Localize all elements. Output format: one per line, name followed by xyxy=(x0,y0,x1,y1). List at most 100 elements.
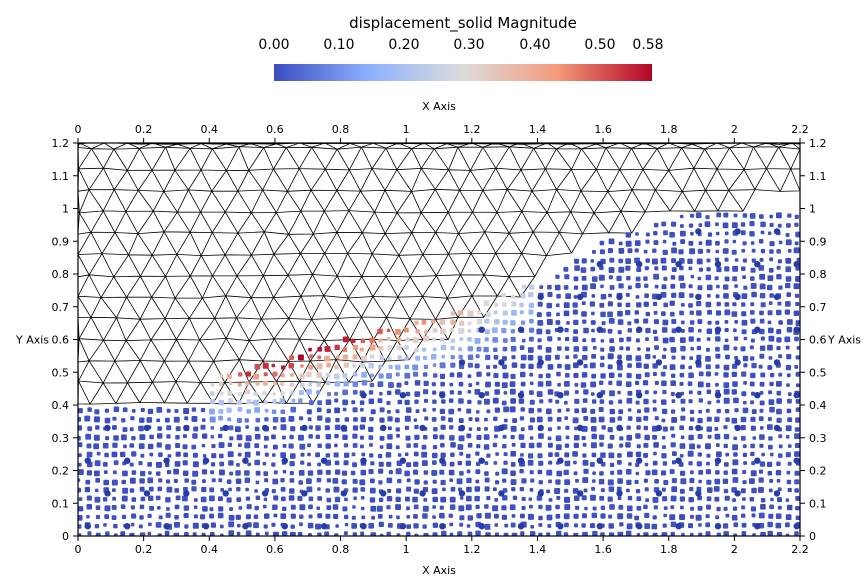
particle xyxy=(386,477,393,484)
particle xyxy=(655,293,663,301)
particle xyxy=(272,478,279,485)
particle xyxy=(520,363,526,369)
particle xyxy=(254,407,260,413)
particle xyxy=(669,300,675,306)
particle xyxy=(529,318,534,324)
particle xyxy=(741,311,747,317)
particle xyxy=(458,490,466,497)
particle xyxy=(478,392,485,399)
particle xyxy=(663,480,669,485)
particle xyxy=(333,513,339,519)
particle xyxy=(493,310,498,315)
particle xyxy=(715,353,721,359)
particle xyxy=(191,486,197,492)
particle xyxy=(750,241,755,245)
particle xyxy=(573,285,579,290)
particle xyxy=(758,364,763,369)
particle xyxy=(395,445,400,450)
particle xyxy=(767,521,773,528)
particle xyxy=(705,371,711,377)
y-tick-label: 0.4 xyxy=(809,399,827,412)
particle xyxy=(405,391,411,397)
particle xyxy=(627,248,633,254)
particle xyxy=(396,433,400,438)
particle xyxy=(537,381,544,387)
particle xyxy=(511,487,516,492)
particle xyxy=(654,266,659,271)
particle xyxy=(706,461,710,466)
y-tick-label: 1.1 xyxy=(809,170,827,183)
particle xyxy=(767,471,773,476)
particle xyxy=(395,389,401,395)
particle xyxy=(458,418,464,423)
particle xyxy=(670,521,677,528)
particle xyxy=(589,301,595,307)
particle xyxy=(263,372,268,377)
particle xyxy=(574,426,578,431)
particle xyxy=(696,258,703,265)
particle xyxy=(517,326,525,333)
particle xyxy=(680,224,684,228)
x-tick-label: 0.4 xyxy=(201,543,219,556)
particle xyxy=(209,495,215,502)
particle xyxy=(519,416,525,421)
particle xyxy=(201,418,206,422)
particle xyxy=(394,417,400,423)
particle xyxy=(547,291,553,297)
particle xyxy=(139,532,146,536)
particle xyxy=(626,513,633,519)
particle xyxy=(112,442,118,448)
particle xyxy=(414,399,419,404)
particle xyxy=(582,346,588,352)
particle xyxy=(368,523,374,529)
particle xyxy=(378,480,383,485)
x-tick-label: 1.2 xyxy=(463,543,481,556)
particle xyxy=(253,514,259,519)
particle xyxy=(565,373,570,378)
particle xyxy=(538,480,543,485)
particle xyxy=(741,531,747,536)
particle xyxy=(166,425,172,431)
particle xyxy=(607,364,613,370)
particle xyxy=(529,417,535,423)
particle xyxy=(582,442,587,447)
particle xyxy=(538,460,544,466)
particle xyxy=(192,433,198,439)
particle xyxy=(796,257,800,262)
particle xyxy=(778,444,783,449)
particle xyxy=(342,354,348,360)
particle xyxy=(705,408,710,413)
particle xyxy=(661,354,667,359)
particle xyxy=(538,532,543,536)
particle xyxy=(705,356,711,362)
particle xyxy=(599,434,605,440)
particle xyxy=(379,417,385,423)
particle xyxy=(326,408,331,414)
particle xyxy=(432,505,436,509)
particle xyxy=(308,533,312,536)
particle xyxy=(608,318,615,324)
particle xyxy=(474,389,481,395)
particle xyxy=(449,382,454,387)
particle xyxy=(397,355,402,360)
particle xyxy=(671,433,676,438)
particle xyxy=(636,302,642,308)
particle xyxy=(758,416,764,421)
particle xyxy=(581,372,588,378)
particle xyxy=(360,392,367,399)
particle xyxy=(740,488,746,494)
particle xyxy=(184,524,189,529)
particle xyxy=(335,469,341,475)
particle xyxy=(163,523,170,530)
particle xyxy=(696,345,702,351)
particle xyxy=(751,258,756,263)
particle xyxy=(130,505,135,510)
particle xyxy=(412,469,419,475)
particle xyxy=(607,248,613,254)
particle xyxy=(752,436,757,440)
particle xyxy=(643,301,649,307)
particle xyxy=(652,248,657,253)
particle xyxy=(680,345,686,352)
particle xyxy=(644,523,650,529)
particle xyxy=(742,241,747,246)
